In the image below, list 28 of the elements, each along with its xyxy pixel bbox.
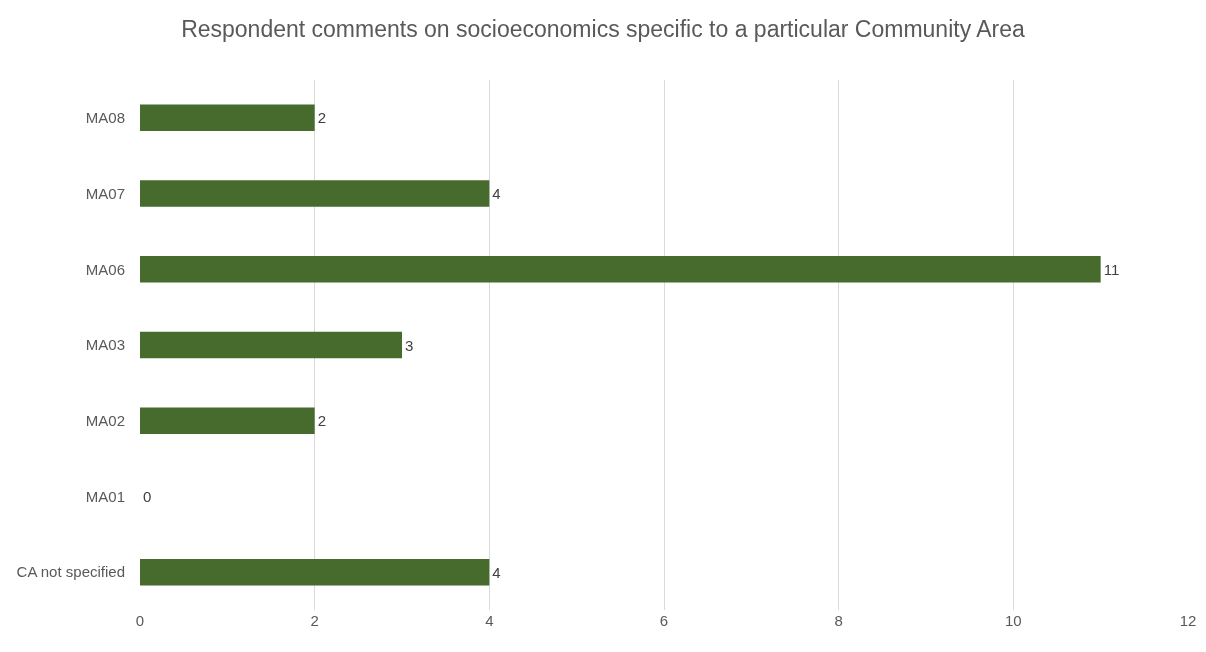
data-label: 0	[143, 487, 152, 505]
y-tick-label: MA01	[85, 487, 125, 505]
x-tick-label: 6	[659, 612, 669, 629]
data-label: 2	[317, 412, 327, 430]
bar	[140, 407, 315, 434]
x-tick-label: 2	[310, 612, 319, 629]
bar	[140, 558, 490, 586]
bar	[140, 180, 490, 207]
bar	[140, 104, 315, 132]
y-tick-label: CA not specified	[16, 563, 125, 581]
y-tick-label: MA08	[85, 109, 125, 127]
x-tick-label: 10	[1004, 612, 1022, 629]
data-label: 3	[405, 336, 414, 354]
data-label: 11	[1103, 260, 1120, 278]
x-tick-label: 8	[834, 612, 843, 629]
bar	[140, 331, 402, 359]
x-tick-label: 12	[1179, 612, 1197, 629]
x-tick-label: 4	[485, 612, 494, 629]
y-tick-label: MA03	[85, 336, 125, 354]
x-tick-label: 0	[135, 612, 145, 629]
y-tick-label: MA02	[85, 411, 125, 429]
data-label: 4	[492, 563, 501, 581]
y-tick-label: MA06	[85, 260, 125, 278]
data-label: 4	[492, 185, 501, 203]
chart-title: Respondent comments on socioeconomics specific to a particular Community Area	[181, 16, 1026, 43]
y-tick-label: MA07	[85, 184, 125, 202]
data-label: 2	[317, 109, 327, 127]
bar	[140, 256, 1101, 283]
